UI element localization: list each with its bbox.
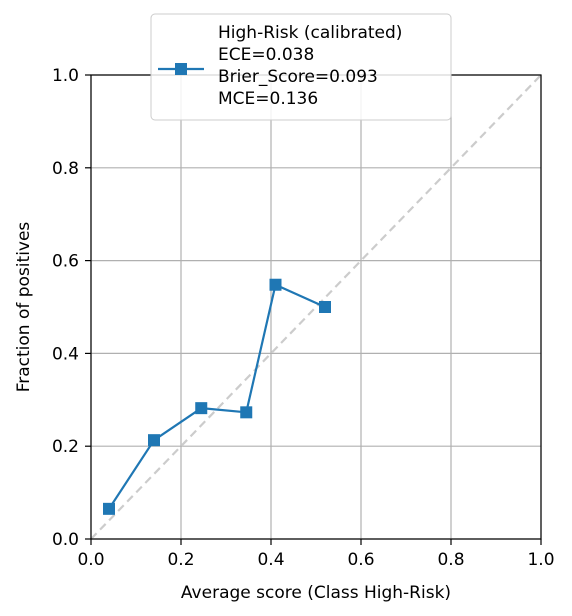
data-point-marker xyxy=(103,502,115,515)
series-layer xyxy=(103,278,331,515)
x-tick-label: 0.2 xyxy=(167,550,194,570)
y-axis-label: Fraction of positives xyxy=(14,222,34,393)
x-tick-label: 0.0 xyxy=(77,550,104,570)
y-tick-label: 0.0 xyxy=(52,530,79,550)
legend-entry-line: Brier_Score=0.093 xyxy=(218,67,378,87)
data-point-marker xyxy=(148,434,160,447)
legend-box xyxy=(150,13,452,121)
perfect-calibration-line xyxy=(90,74,542,540)
x-axis-label: Average score (Class High-Risk) xyxy=(181,583,451,603)
y-tick-label: 1.0 xyxy=(52,66,79,86)
series-line xyxy=(108,283,326,510)
data-point-marker xyxy=(240,406,253,419)
y-tick-label: 0.8 xyxy=(52,159,79,179)
x-tick-label: 0.4 xyxy=(257,550,284,570)
x-tick-label: 0.6 xyxy=(347,550,374,570)
x-tick-label: 1.0 xyxy=(527,550,554,570)
data-point-marker xyxy=(195,402,208,415)
reference-diagonal xyxy=(90,74,542,540)
legend: High-Risk (calibrated)ECE=0.038Brier_Sco… xyxy=(150,13,452,121)
x-tick-label: 0.8 xyxy=(437,550,464,570)
y-tick-label: 0.2 xyxy=(52,437,79,457)
ticks: 0.0 0.2 0.4 0.6 0.8 1.0 0.0 0.2 0.4 0.6 0.8 1.0 xyxy=(52,66,555,570)
legend-entry-line: ECE=0.038 xyxy=(218,45,314,65)
data-point-marker xyxy=(269,278,282,291)
legend-entry-line: MCE=0.136 xyxy=(218,89,318,109)
y-tick-label: 0.4 xyxy=(52,344,79,364)
legend-entry-line: High-Risk (calibrated) xyxy=(218,23,402,43)
y-tick-label: 0.6 xyxy=(52,252,79,272)
legend-marker-handle xyxy=(175,63,187,75)
data-point-marker xyxy=(319,301,331,313)
